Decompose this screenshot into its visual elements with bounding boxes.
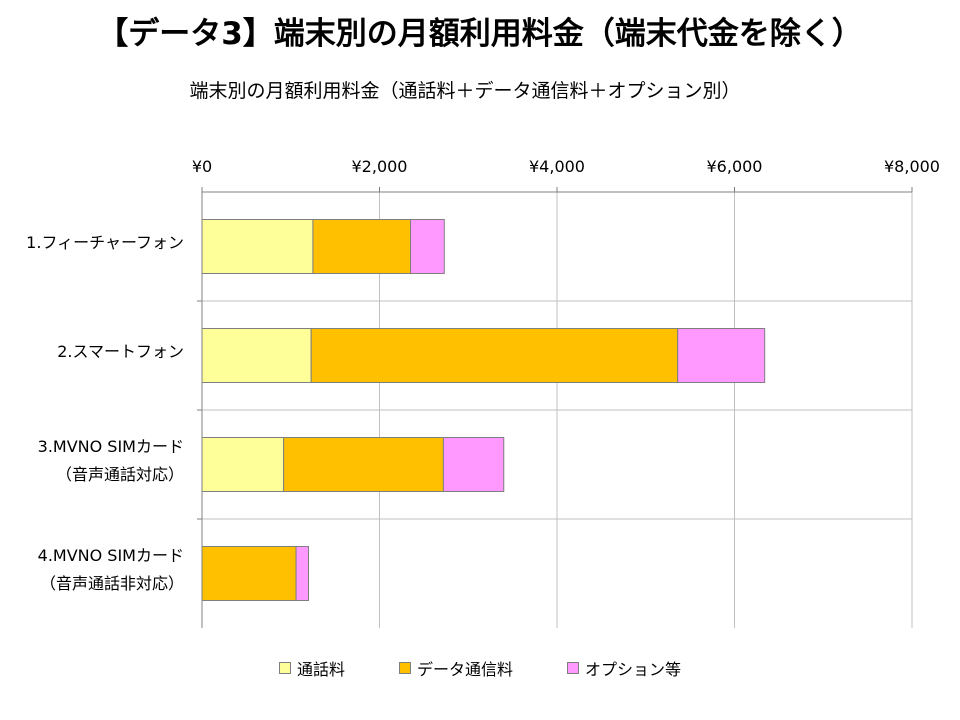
category-label-2: 2.スマートフォン — [0, 338, 184, 366]
category-label-3-line-1: 3.MVNO SIMカード — [37, 436, 184, 456]
bar-option-3 — [442, 437, 505, 492]
category-label-1-line-1: 1.フィーチャーフォン — [26, 232, 184, 252]
chart-title: 端末別の月額利用料金（通話料＋データ通信料＋オプション別） — [189, 80, 741, 102]
page-title: 【データ3】端末別の月額利用料金（端末代金を除く） — [97, 16, 863, 52]
category-label-2-line-1: 2.スマートフォン — [57, 341, 184, 361]
x-tick-label-2: ¥4,000 — [529, 157, 585, 176]
bar-call-2 — [201, 328, 312, 383]
bar-call-3 — [201, 437, 285, 492]
bar-option-4 — [295, 546, 310, 601]
x-tick-label-1: ¥2,000 — [352, 157, 408, 176]
bar-option-1 — [410, 219, 445, 274]
x-tick-label-0: ¥0 — [192, 157, 212, 176]
legend: 通話料 データ通信料 オプション等 — [0, 656, 960, 680]
legend-item-call: 通話料 — [278, 656, 345, 680]
category-label-4-line-2: （音声通話非対応） — [39, 573, 184, 593]
category-label-3: 3.MVNO SIMカード （音声通話対応） — [0, 433, 184, 489]
bar-data-2 — [310, 328, 679, 383]
legend-item-data: データ通信料 — [398, 656, 513, 680]
legend-swatch-option — [567, 662, 579, 674]
legend-swatch-data — [398, 662, 411, 674]
legend-label-option: オプション等 — [585, 660, 682, 679]
legend-label-call: 通話料 — [296, 660, 345, 679]
bar-data-4 — [201, 546, 297, 601]
bar-data-3 — [283, 437, 444, 492]
legend-label-data: データ通信料 — [416, 660, 513, 679]
bar-call-1 — [201, 219, 314, 274]
category-label-3-line-2: （音声通話対応） — [55, 464, 184, 484]
legend-swatch-call — [278, 662, 291, 674]
category-label-1: 1.フィーチャーフォン — [0, 229, 184, 257]
bar-option-2 — [677, 328, 766, 383]
category-label-4: 4.MVNO SIMカード （音声通話非対応） — [0, 542, 184, 598]
bar-data-1 — [312, 219, 412, 274]
legend-item-option: オプション等 — [567, 656, 681, 680]
x-tick-label-4: ¥8,000 — [884, 157, 940, 176]
category-label-4-line-1: 4.MVNO SIMカード — [37, 545, 184, 565]
x-tick-label-3: ¥6,000 — [707, 157, 763, 176]
